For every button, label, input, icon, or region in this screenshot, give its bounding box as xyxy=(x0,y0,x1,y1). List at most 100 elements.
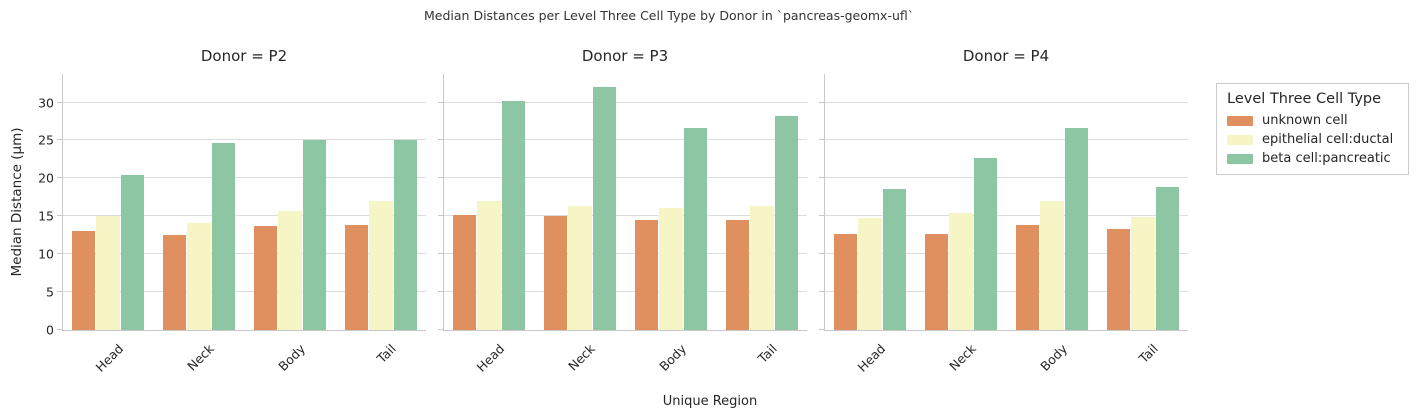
gridline xyxy=(444,253,807,255)
plot-area xyxy=(819,74,1188,331)
y-tick-mark xyxy=(438,291,443,293)
gridline xyxy=(825,177,1188,179)
y-tick-label: 5 xyxy=(46,284,54,300)
legend-item: epithelial cell:ductal xyxy=(1227,132,1398,147)
bar-epithelial-cell-ductal xyxy=(568,205,592,330)
gridline xyxy=(444,101,807,103)
bar-epithelial-cell-ductal xyxy=(659,207,683,330)
x-axis-label: Unique Region xyxy=(662,394,758,409)
bar-epithelial-cell-ductal xyxy=(750,206,774,330)
legend-title: Level Three Cell Type xyxy=(1227,91,1382,107)
bar-epithelial-cell-ductal xyxy=(187,223,211,330)
y-tick-mark xyxy=(438,139,443,141)
bar-epithelial-cell-ductal xyxy=(96,216,120,330)
bar-unknown-cell xyxy=(834,234,858,330)
gridline xyxy=(63,101,426,103)
bar-beta-cell-pancreatic xyxy=(882,189,906,330)
bar-unknown-cell xyxy=(1107,229,1131,330)
y-tick-label: 30 xyxy=(38,95,54,111)
y-axis-label: Median Distance (µm) xyxy=(9,127,25,277)
y-tick-mark xyxy=(819,253,824,255)
legend-label: unknown cell xyxy=(1262,113,1348,128)
y-tick-mark xyxy=(57,101,62,103)
y-tick-mark xyxy=(819,139,824,141)
facet-title: Donor = P4 xyxy=(962,47,1050,65)
x-tick-label-text: Body xyxy=(1037,341,1071,374)
y-tick-mark xyxy=(438,253,443,255)
bar-beta-cell-pancreatic xyxy=(302,140,326,330)
bar-epithelial-cell-ductal xyxy=(278,210,302,330)
gridline xyxy=(63,215,426,217)
x-tick-label-text: Tail xyxy=(374,341,400,366)
bar-epithelial-cell-ductal xyxy=(1131,217,1155,330)
x-tick-label-text: Tail xyxy=(1136,341,1162,366)
bar-beta-cell-pancreatic xyxy=(120,174,144,330)
bar-epithelial-cell-ductal xyxy=(949,213,973,330)
y-tick-mark xyxy=(819,177,824,179)
bar-beta-cell-pancreatic xyxy=(774,116,798,330)
legend-item: unknown cell xyxy=(1227,113,1398,128)
gridline xyxy=(825,291,1188,293)
plot-area xyxy=(438,74,807,331)
legend-label: beta cell:pancreatic xyxy=(1262,151,1391,166)
gridline xyxy=(63,253,426,255)
gridline xyxy=(444,177,807,179)
x-tick-label-text: Tail xyxy=(755,341,781,366)
y-tick-mark xyxy=(57,253,62,255)
bar-beta-cell-pancreatic xyxy=(973,157,997,330)
gridline xyxy=(825,253,1188,255)
facet-panel: Donor = P2 0 5 10 15 20 25 30 Head Neck Body Tail xyxy=(38,47,426,375)
y-tick-label: 15 xyxy=(38,208,54,224)
bar-beta-cell-pancreatic xyxy=(501,101,525,330)
bar-unknown-cell xyxy=(163,235,187,330)
y-tick-label: 0 xyxy=(46,322,54,338)
legend: Level Three Cell Type unknown cell epithe… xyxy=(1216,83,1409,175)
bar-beta-cell-pancreatic xyxy=(1064,127,1088,330)
y-tick-label: 10 xyxy=(38,246,54,262)
x-tick-label-text: Neck xyxy=(946,341,980,374)
bar-epithelial-cell-ductal xyxy=(369,201,393,330)
y-tick-mark xyxy=(57,139,62,141)
x-tick-label-text: Neck xyxy=(565,341,599,374)
bar-unknown-cell xyxy=(72,231,96,330)
facet-panel: Donor = P4 Head Neck Body Tail xyxy=(819,47,1188,375)
bar-beta-cell-pancreatic xyxy=(393,140,417,330)
bar-epithelial-cell-ductal xyxy=(477,201,501,330)
y-tick-mark xyxy=(438,177,443,179)
bar-unknown-cell xyxy=(345,224,369,330)
y-tick-mark xyxy=(438,215,443,217)
y-tick-label: 20 xyxy=(38,170,54,186)
gridline xyxy=(444,291,807,293)
gridline xyxy=(444,215,807,217)
bar-epithelial-cell-ductal xyxy=(1040,201,1064,330)
y-tick-mark xyxy=(57,177,62,179)
bar-beta-cell-pancreatic xyxy=(211,142,235,330)
bar-epithelial-cell-ductal xyxy=(858,217,882,330)
x-tick-label-text: Head xyxy=(92,341,127,375)
bar-unknown-cell xyxy=(1016,225,1040,330)
bar-unknown-cell xyxy=(453,214,477,330)
y-tick-mark xyxy=(57,215,62,217)
legend-item: beta cell:pancreatic xyxy=(1227,151,1398,166)
legend-swatch xyxy=(1227,115,1253,126)
y-tick-mark xyxy=(819,291,824,293)
gridline xyxy=(63,291,426,293)
facet-title: Donor = P2 xyxy=(200,47,288,65)
bar-unknown-cell xyxy=(544,216,568,330)
x-tick-label-text: Head xyxy=(473,341,508,375)
legend-label: epithelial cell:ductal xyxy=(1262,132,1394,147)
y-tick-mark xyxy=(438,101,443,103)
legend-items: unknown cell epithelial cell:ductal beta c… xyxy=(1227,113,1398,166)
y-tick-mark xyxy=(57,291,62,293)
chart-title: Median Distances per Level Three Cell Ty… xyxy=(424,8,914,23)
gridline xyxy=(444,139,807,141)
y-tick-mark xyxy=(819,215,824,217)
facet-title: Donor = P3 xyxy=(581,47,669,65)
facet-panel: Donor = P3 Head Neck Body Tail xyxy=(438,47,807,375)
gridline xyxy=(825,101,1188,103)
plot-area: 0 5 10 15 20 25 30 xyxy=(38,74,426,338)
y-tick-mark xyxy=(819,101,824,103)
legend-swatch xyxy=(1227,134,1253,145)
bar-unknown-cell xyxy=(726,220,750,330)
